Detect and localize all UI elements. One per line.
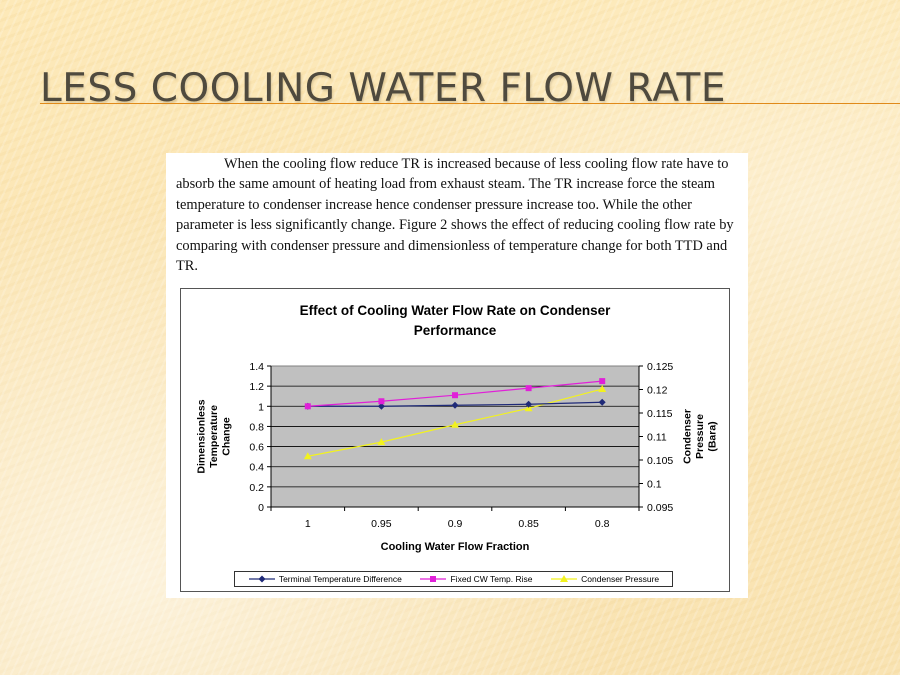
- figure-image: When the cooling flow reduce TR is incre…: [166, 153, 748, 598]
- legend-swatch-fixed-cw-temp-rise: [419, 575, 447, 583]
- chart: Effect of Cooling Water Flow Rate on Con…: [180, 288, 730, 592]
- x-tick-label: 0.95: [371, 518, 392, 530]
- x-tick-label: 0.9: [448, 518, 463, 530]
- y-right-tick-label: 0.095: [647, 502, 673, 514]
- y-right-tick-label: 0.11: [647, 432, 667, 444]
- data-point-fixed-cw-temp-rise: [452, 392, 458, 399]
- y-right-tick-label: 0.1: [647, 479, 662, 491]
- y-left-tick-label: 0.2: [249, 482, 264, 494]
- legend-label-terminal-temperature-difference: Terminal Temperature Difference: [278, 574, 402, 584]
- data-point-condenser-pressure: [377, 438, 386, 446]
- y-left-tick-label: 1: [258, 401, 264, 413]
- data-point-terminal-temperature-difference: [525, 400, 533, 408]
- y-left-tick-label: 0: [258, 502, 264, 514]
- chart-title-line-1: Effect of Cooling Water Flow Rate on Con…: [300, 303, 612, 318]
- legend-marker: [430, 576, 437, 582]
- chart-svg: Effect of Cooling Water Flow Rate on Con…: [196, 303, 719, 553]
- figure-paragraph: When the cooling flow reduce TR is incre…: [176, 156, 734, 275]
- y-left-tick-label: 0.6: [249, 442, 264, 454]
- y-left-tick-label: 1.2: [249, 381, 264, 393]
- data-point-terminal-temperature-difference: [598, 398, 606, 406]
- x-tick-label: 0.85: [518, 518, 539, 530]
- data-point-fixed-cw-temp-rise: [304, 403, 311, 410]
- y-right-tick-label: 0.125: [647, 361, 673, 373]
- chart-legend: Terminal Temperature Difference Fixed CW …: [234, 571, 673, 587]
- slide-title: LESS COOLING WATER FLOW RATE: [40, 66, 727, 111]
- data-point-terminal-temperature-difference: [377, 402, 385, 410]
- x-tick-label: 0.8: [595, 518, 610, 530]
- legend-item-fixed-cw-temp-rise: Fixed CW Temp. Rise: [419, 574, 533, 584]
- x-axis-label: Cooling Water Flow Fraction: [381, 541, 530, 553]
- data-point-condenser-pressure: [303, 452, 312, 460]
- legend-item-terminal-temperature-difference: Terminal Temperature Difference: [248, 574, 402, 584]
- plot-area: [270, 365, 640, 508]
- y-right-tick-label: 0.105: [647, 455, 673, 467]
- legend-marker: [258, 575, 266, 583]
- y-right-tick-label: 0.115: [647, 408, 673, 420]
- data-point-condenser-pressure: [451, 420, 459, 428]
- legend-swatch-condenser-pressure: [550, 575, 578, 583]
- y-axis-label-right: CondenserPressure(Bara): [682, 409, 719, 464]
- legend-item-condenser-pressure: Condenser Pressure: [550, 574, 659, 584]
- data-point-condenser-pressure: [524, 404, 533, 412]
- data-point-terminal-temperature-difference: [451, 401, 459, 409]
- y-right-tick-label: 0.12: [647, 385, 668, 397]
- y-axis-label-left: DimensionlessTemperatureChange: [196, 399, 233, 473]
- legend-swatch-terminal-temperature-difference: [248, 575, 276, 583]
- y-left-tick-label: 1.4: [249, 361, 264, 373]
- data-point-fixed-cw-temp-rise: [525, 385, 532, 392]
- data-point-fixed-cw-temp-rise: [378, 398, 385, 405]
- data-point-fixed-cw-temp-rise: [599, 378, 606, 385]
- y-left-tick-label: 0.4: [249, 462, 264, 474]
- legend-marker: [560, 575, 569, 582]
- data-point-condenser-pressure: [598, 385, 607, 393]
- legend-label-condenser-pressure: Condenser Pressure: [581, 574, 660, 584]
- legend-label-fixed-cw-temp-rise: Fixed CW Temp. Rise: [450, 574, 533, 584]
- title-underline: [40, 103, 900, 104]
- y-left-tick-label: 0.8: [249, 421, 264, 433]
- chart-title-line-2: Performance: [414, 323, 497, 338]
- x-tick-label: 1: [305, 518, 311, 530]
